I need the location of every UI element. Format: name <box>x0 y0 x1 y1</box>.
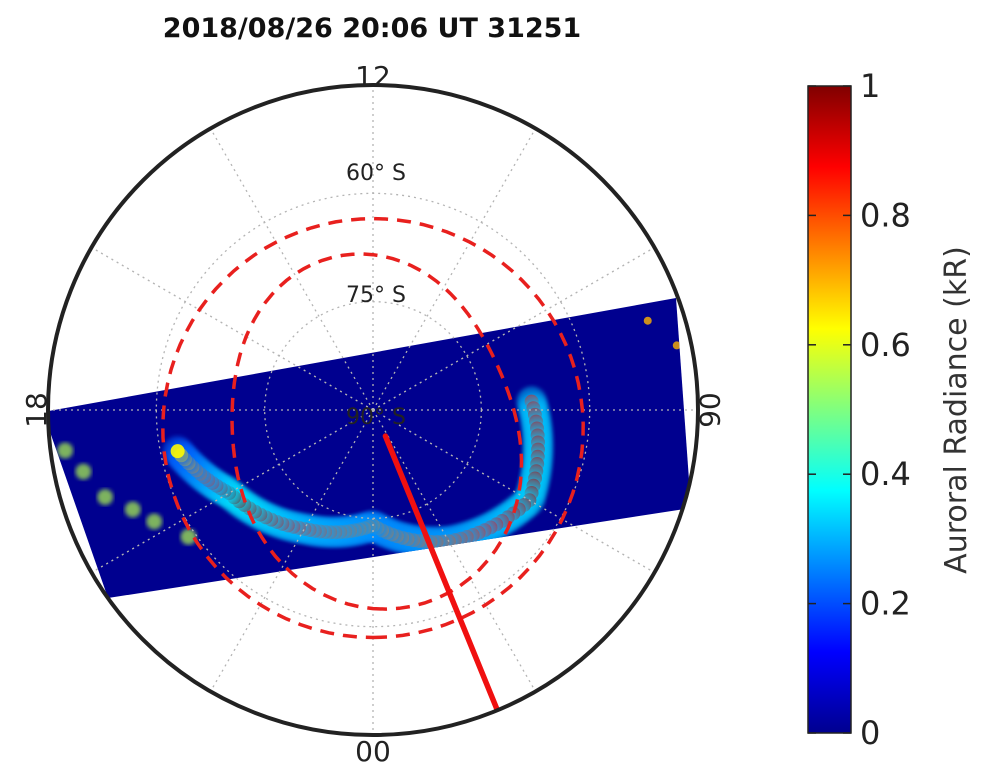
colorbar-label: Auroral Radiance (kR) <box>939 246 974 574</box>
lat-label-90: 90° S <box>346 405 406 430</box>
mlt-label-bottom: 00 <box>355 735 391 767</box>
aurora-dawn-speckle <box>632 254 640 262</box>
polar-disc <box>48 85 698 735</box>
mlt-grid-spoke <box>372 246 655 411</box>
colorbar-tick-label: 1 <box>860 67 880 105</box>
colorbar-tick-label: 0.6 <box>860 326 911 364</box>
colorbar-tick-label: 0.4 <box>860 455 911 493</box>
aurora-dusk-patch <box>97 489 114 506</box>
colorbar-gradient <box>807 85 852 734</box>
mlt-grid-spoke <box>372 409 537 692</box>
colorbar: 0 0.2 0.4 0.6 0.8 1 Auroral Radiance (kR) <box>807 67 974 752</box>
aurora-dawn-speckle <box>643 316 652 325</box>
polar-frame <box>46 83 700 737</box>
auroral-emission <box>57 254 681 557</box>
lat-grid <box>48 85 698 735</box>
aurora-core <box>170 444 185 459</box>
mlt-grid-spoke <box>372 128 537 411</box>
colorbar-tick-label: 0.8 <box>860 196 911 234</box>
oval-boundary-poleward <box>230 252 524 611</box>
mlt-grid-spoke <box>91 246 374 411</box>
mlt-label-top: 12 <box>355 60 391 93</box>
track-line <box>382 433 501 714</box>
colorbar-tick-label: 0 <box>860 714 880 752</box>
aurora-dawn-speckle <box>672 341 681 350</box>
colorbar-tick-label: 0.2 <box>860 585 911 623</box>
mlt-label-right: 06 <box>693 392 726 428</box>
lat-label-75: 75° S <box>346 283 406 308</box>
aurora-dusk-patch <box>57 442 74 459</box>
chart-title: 2018/08/26 20:06 UT 31251 <box>163 13 581 44</box>
imager-swath <box>48 298 691 598</box>
aurora-dusk-patch <box>75 463 92 480</box>
mlt-label-left: 18 <box>20 392 53 428</box>
lat-label-60: 60° S <box>346 161 406 186</box>
oval-boundary-equatorward <box>161 216 585 640</box>
aurora-dawn-speckle <box>613 298 622 306</box>
mlt-grid-spoke <box>372 409 655 574</box>
mlt-grid-spoke <box>91 409 374 574</box>
mlt-grid-spoke <box>209 128 374 411</box>
mlt-grid-spoke <box>209 409 374 692</box>
aurora-dusk-patch <box>124 501 141 518</box>
aurora-dusk-patch <box>180 528 197 545</box>
aurora-dusk-patch <box>146 513 163 530</box>
